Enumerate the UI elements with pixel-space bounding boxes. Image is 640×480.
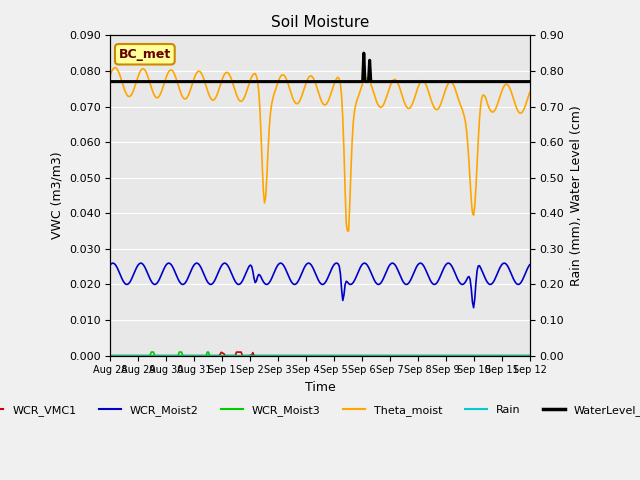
- Theta_moist: [111, 65, 119, 71]
- WCR_Moist2: [246, 262, 254, 268]
- Theta_moist: [233, 92, 241, 97]
- Rain: [158, 353, 166, 359]
- Rain: [290, 353, 298, 359]
- Rain: [253, 353, 260, 359]
- WaterLevel_cm: [106, 79, 114, 84]
- WCR_Moist2: [253, 274, 261, 280]
- WaterLevel_cm: [158, 79, 166, 84]
- Theta_moist: [291, 99, 299, 105]
- WCR_Moist2: [106, 262, 114, 268]
- Theta_moist: [246, 77, 254, 83]
- Theta_moist: [106, 72, 114, 78]
- WCR_Moist3: [233, 353, 241, 359]
- WCR_Moist2: [470, 305, 477, 311]
- Line: WCR_Moist2: WCR_Moist2: [110, 263, 530, 308]
- WCR_Moist2: [505, 265, 513, 271]
- Rain: [502, 353, 510, 359]
- WCR_Moist3: [291, 353, 299, 359]
- WCR_VMC1: [504, 353, 511, 359]
- Rain: [246, 353, 253, 359]
- WCR_Moist2: [193, 260, 200, 266]
- Theta_moist: [344, 228, 351, 234]
- Y-axis label: Rain (mm), Water Level (cm): Rain (mm), Water Level (cm): [570, 105, 582, 286]
- Line: WaterLevel_cm: WaterLevel_cm: [110, 53, 530, 82]
- WCR_VMC1: [246, 352, 254, 358]
- Theta_moist: [526, 90, 534, 96]
- Rain: [106, 353, 114, 359]
- Theta_moist: [159, 84, 167, 90]
- Line: WCR_VMC1: WCR_VMC1: [110, 352, 530, 356]
- WCR_VMC1: [291, 353, 299, 359]
- WaterLevel_cm: [360, 50, 367, 56]
- WaterLevel_cm: [526, 79, 534, 84]
- WCR_VMC1: [158, 353, 166, 359]
- WCR_Moist3: [504, 353, 511, 359]
- Theta_moist: [505, 83, 513, 89]
- WaterLevel_cm: [290, 79, 298, 84]
- Text: BC_met: BC_met: [119, 48, 171, 61]
- WaterLevel_cm: [246, 79, 253, 84]
- WCR_VMC1: [253, 353, 261, 359]
- WCR_VMC1: [233, 349, 241, 355]
- WCR_VMC1: [232, 353, 239, 359]
- Y-axis label: VWC (m3/m3): VWC (m3/m3): [51, 152, 63, 240]
- WCR_Moist3: [159, 353, 167, 359]
- WCR_Moist3: [246, 353, 254, 359]
- WCR_Moist3: [526, 353, 534, 359]
- Line: WCR_Moist3: WCR_Moist3: [110, 352, 530, 356]
- WCR_Moist2: [526, 262, 534, 268]
- WCR_Moist2: [233, 280, 241, 286]
- WCR_Moist2: [291, 282, 299, 288]
- Theta_moist: [253, 78, 261, 84]
- WaterLevel_cm: [504, 79, 511, 84]
- Legend: WCR_VMC1, WCR_Moist2, WCR_Moist3, Theta_moist, Rain, WaterLevel_cm: WCR_VMC1, WCR_Moist2, WCR_Moist3, Theta_…: [0, 401, 640, 420]
- Line: Theta_moist: Theta_moist: [110, 68, 530, 231]
- WCR_Moist3: [147, 349, 155, 355]
- Rain: [526, 353, 534, 359]
- WCR_Moist2: [158, 271, 166, 277]
- WaterLevel_cm: [232, 79, 239, 84]
- Rain: [232, 353, 239, 359]
- Title: Soil Moisture: Soil Moisture: [271, 15, 369, 30]
- WCR_Moist3: [253, 353, 261, 359]
- X-axis label: Time: Time: [305, 381, 335, 394]
- WCR_VMC1: [106, 353, 114, 359]
- WaterLevel_cm: [253, 79, 260, 84]
- WCR_Moist3: [106, 353, 114, 359]
- WCR_VMC1: [526, 353, 534, 359]
